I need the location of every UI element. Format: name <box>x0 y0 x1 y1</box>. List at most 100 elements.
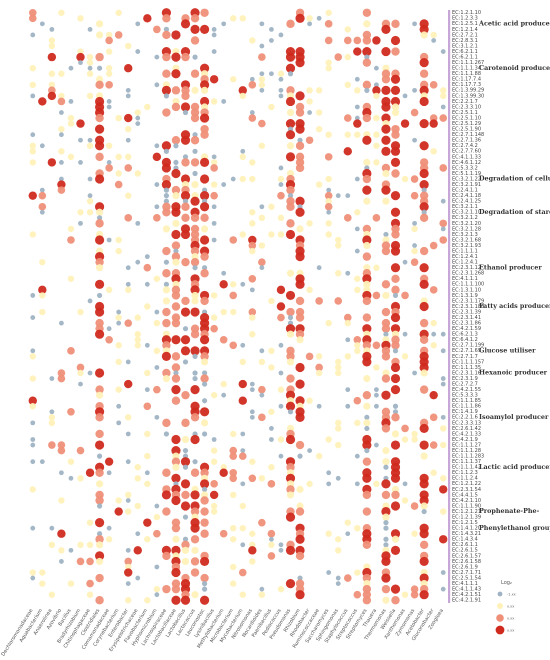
bubble <box>392 292 399 299</box>
bubble <box>401 591 409 598</box>
ec-label: EC:3.2.1.28 <box>452 226 481 232</box>
bubble <box>316 15 322 21</box>
bubble <box>238 86 247 95</box>
bubble <box>161 179 172 190</box>
bubble <box>344 53 351 61</box>
bubble <box>199 479 210 489</box>
bubble <box>182 326 189 332</box>
bubble <box>421 187 427 193</box>
bubble <box>210 159 218 166</box>
bubble <box>325 175 332 183</box>
bubble <box>391 285 400 295</box>
bubble <box>30 575 36 581</box>
bubble <box>390 362 401 373</box>
bubble <box>230 491 237 499</box>
bubble <box>135 531 141 537</box>
bubble <box>171 335 181 345</box>
bubble <box>200 252 209 261</box>
bubble <box>295 534 305 544</box>
bubble <box>59 132 64 138</box>
bubble <box>383 542 389 548</box>
bubble <box>382 596 390 604</box>
bubble <box>190 24 200 34</box>
bubble <box>324 202 333 211</box>
ec-label: EC:3.2.1.20 <box>452 221 481 227</box>
legend-bubble <box>495 625 505 635</box>
bubble <box>48 541 56 549</box>
bubble <box>268 297 275 305</box>
bubble <box>382 458 390 466</box>
bubble <box>278 370 284 376</box>
bubble <box>419 540 429 550</box>
bubble <box>390 324 401 334</box>
bubble <box>392 409 399 415</box>
ec-label: EC:2.6.1.42 <box>452 426 481 432</box>
bubble <box>163 187 170 193</box>
bubble <box>57 97 66 106</box>
bubble <box>390 246 401 256</box>
bubble <box>429 241 438 250</box>
bubble <box>373 264 380 271</box>
bubble <box>163 198 170 204</box>
bubble <box>362 440 372 450</box>
bubble <box>439 485 448 494</box>
bubble <box>381 24 391 34</box>
bubble <box>38 285 47 295</box>
ec-label: EC:1.2.1.39 <box>452 514 481 520</box>
bubble <box>362 58 372 67</box>
bubble <box>200 419 209 427</box>
bubble <box>391 596 400 605</box>
bubble <box>239 358 246 366</box>
bubble <box>125 547 131 553</box>
bubble <box>171 584 181 594</box>
bubble <box>190 507 200 516</box>
ec-label: EC:1.2.4.1 <box>452 260 478 266</box>
bubble <box>345 337 351 343</box>
bubble <box>373 131 380 138</box>
bubble <box>86 59 94 66</box>
bubble <box>210 458 218 465</box>
bubble <box>124 214 133 222</box>
bubble <box>419 495 429 506</box>
bubble <box>420 369 428 377</box>
bubble <box>248 114 257 122</box>
bubble <box>199 556 210 567</box>
bubble <box>390 440 401 450</box>
bubble <box>362 274 372 284</box>
bubble <box>364 54 370 60</box>
ec-label: EC:2.5.1.90 <box>452 127 481 133</box>
bubble <box>391 341 400 350</box>
bubble <box>269 71 274 77</box>
bubble <box>190 196 200 206</box>
bubble <box>171 30 181 40</box>
bubble <box>440 331 446 337</box>
bubble <box>259 71 265 77</box>
bubble <box>171 185 181 195</box>
bubble <box>77 48 84 55</box>
bubble <box>59 110 64 115</box>
bubble <box>343 36 352 45</box>
bubble <box>440 425 447 432</box>
bubble <box>411 247 418 255</box>
bubble <box>76 446 85 455</box>
bubble <box>68 475 74 481</box>
bubble <box>171 473 181 483</box>
bubble <box>209 490 219 500</box>
bubble <box>410 258 419 266</box>
bubble <box>124 164 133 172</box>
bubble <box>391 430 400 438</box>
bubble <box>105 31 113 39</box>
bubble <box>390 96 401 107</box>
genus-labels: DechloromonadaceaeAquabacteriumAnaerolin… <box>0 607 445 657</box>
bubble <box>171 168 181 179</box>
bubble <box>105 142 113 149</box>
bubble <box>190 413 200 422</box>
bubble <box>390 312 401 323</box>
bubble <box>95 496 104 505</box>
bubble <box>258 214 266 222</box>
bubble <box>190 136 200 145</box>
bubble <box>412 243 417 248</box>
bubble <box>95 80 104 90</box>
ec-label: EC:4.2.1.51 <box>452 592 481 598</box>
bubble <box>440 104 446 110</box>
